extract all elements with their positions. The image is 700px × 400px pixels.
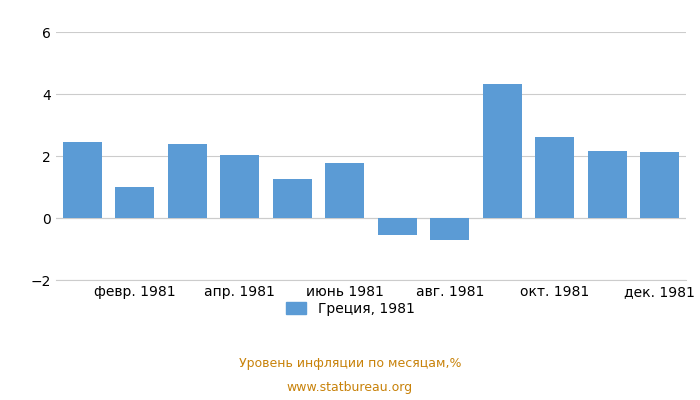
Bar	[482, 84, 522, 218]
Bar	[167, 144, 207, 218]
Bar	[430, 218, 470, 240]
Bar	[640, 152, 680, 218]
Bar	[587, 151, 627, 218]
Bar	[62, 142, 102, 218]
Legend: Греция, 1981: Греция, 1981	[280, 296, 420, 321]
Text: Уровень инфляции по месяцам,%: Уровень инфляции по месяцам,%	[239, 358, 461, 370]
Bar	[325, 163, 365, 218]
Text: www.statbureau.org: www.statbureau.org	[287, 382, 413, 394]
Bar	[220, 155, 260, 218]
Bar	[272, 179, 312, 218]
Bar	[377, 218, 417, 235]
Bar	[535, 137, 575, 218]
Bar	[115, 187, 155, 218]
